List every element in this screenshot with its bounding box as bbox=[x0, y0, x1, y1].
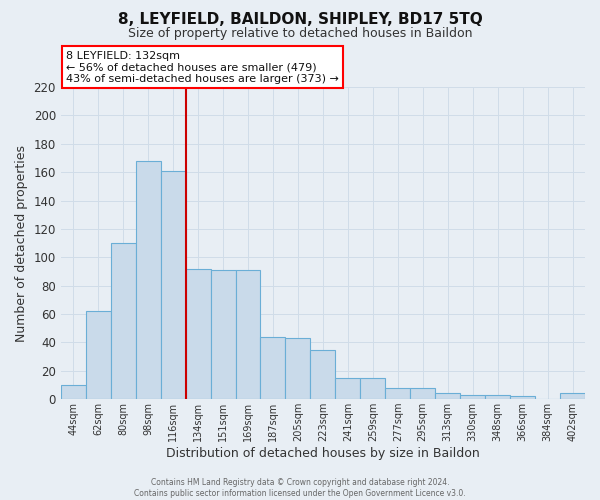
Bar bbox=[485, 395, 510, 399]
Text: Size of property relative to detached houses in Baildon: Size of property relative to detached ho… bbox=[128, 28, 472, 40]
Bar bbox=[335, 378, 361, 399]
Text: 8 LEYFIELD: 132sqm
← 56% of detached houses are smaller (479)
43% of semi-detach: 8 LEYFIELD: 132sqm ← 56% of detached hou… bbox=[66, 50, 339, 84]
Bar bbox=[560, 394, 585, 399]
Bar bbox=[185, 268, 211, 399]
Bar bbox=[236, 270, 260, 399]
Bar bbox=[460, 395, 485, 399]
Bar bbox=[86, 311, 111, 399]
Y-axis label: Number of detached properties: Number of detached properties bbox=[15, 144, 28, 342]
Text: 8, LEYFIELD, BAILDON, SHIPLEY, BD17 5TQ: 8, LEYFIELD, BAILDON, SHIPLEY, BD17 5TQ bbox=[118, 12, 482, 28]
Bar bbox=[361, 378, 385, 399]
Bar bbox=[410, 388, 435, 399]
Bar bbox=[510, 396, 535, 399]
Bar bbox=[111, 243, 136, 399]
Bar bbox=[310, 350, 335, 399]
Text: Contains HM Land Registry data © Crown copyright and database right 2024.
Contai: Contains HM Land Registry data © Crown c… bbox=[134, 478, 466, 498]
Bar bbox=[61, 385, 86, 399]
Bar bbox=[211, 270, 236, 399]
Bar bbox=[161, 171, 185, 399]
Bar bbox=[260, 336, 286, 399]
Bar bbox=[136, 161, 161, 399]
X-axis label: Distribution of detached houses by size in Baildon: Distribution of detached houses by size … bbox=[166, 447, 480, 460]
Bar bbox=[435, 394, 460, 399]
Bar bbox=[286, 338, 310, 399]
Bar bbox=[385, 388, 410, 399]
